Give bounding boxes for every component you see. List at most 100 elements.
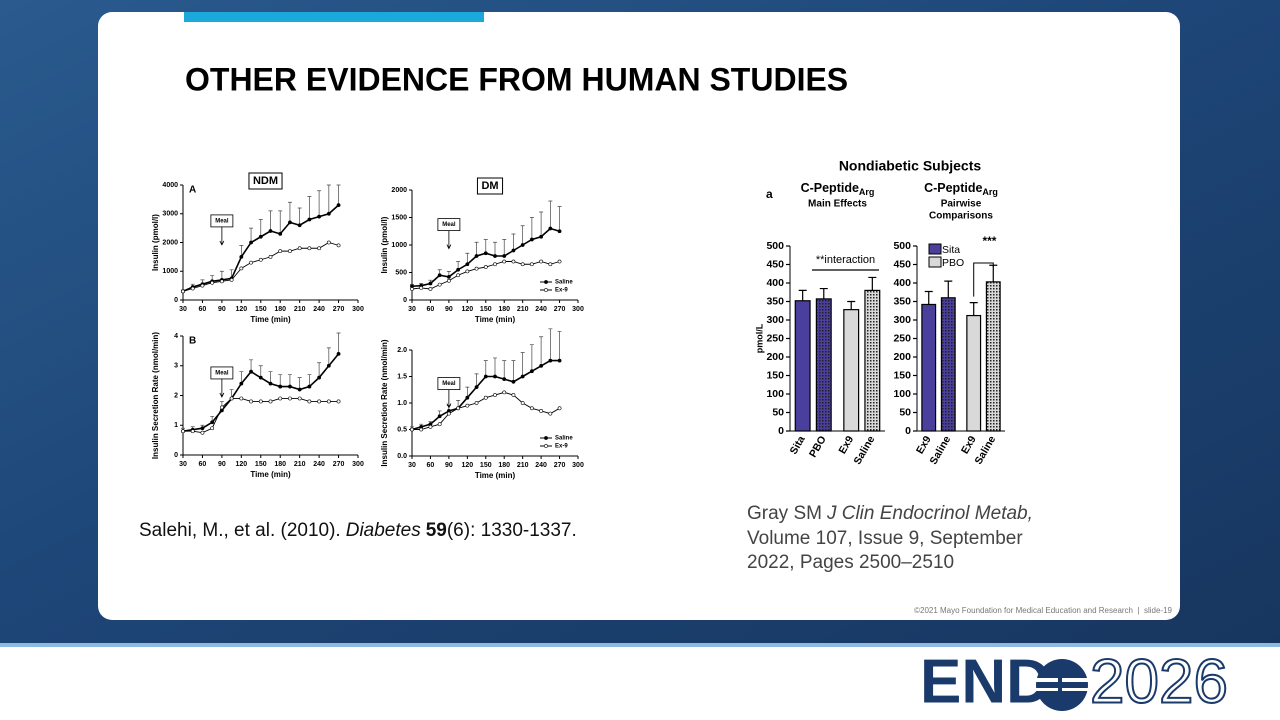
citation-author: Gray SM [747, 503, 822, 524]
marker [437, 282, 442, 287]
y-tick-label: 350 [893, 295, 911, 307]
marker [258, 234, 263, 239]
legend-marker [544, 444, 548, 448]
marker [307, 399, 312, 404]
y-tick-label: 300 [766, 314, 784, 326]
y-tick-label: 0 [174, 452, 178, 459]
y-tick-label: 0.5 [397, 426, 407, 433]
error-bar [798, 289, 807, 301]
error-bar [317, 362, 322, 378]
marker [268, 381, 273, 386]
marker [511, 248, 516, 253]
legend-marker [544, 280, 548, 284]
marker [297, 223, 302, 228]
marker [288, 249, 292, 254]
marker [249, 260, 253, 265]
annotation: Meal [442, 381, 456, 387]
marker [419, 285, 424, 290]
error-bar [847, 300, 856, 310]
marker [520, 243, 525, 247]
y-tick-label: 3 [174, 363, 178, 370]
error-bar [493, 241, 497, 256]
error-bar [529, 344, 534, 372]
x-tick-label: 120 [461, 306, 473, 313]
marker [529, 369, 534, 374]
error-bar [249, 359, 254, 372]
marker [239, 396, 244, 401]
y-tick-label: 150 [766, 369, 784, 381]
x-tick-label: 210 [294, 306, 306, 313]
y-tick-label: 500 [893, 240, 911, 252]
x-tick-label: 270 [333, 306, 345, 313]
annotation: Meal [442, 222, 456, 228]
y-axis-label: Insulin Secretion Rate (nmol/min) [380, 339, 389, 466]
error-bar [529, 217, 534, 240]
marker [297, 387, 302, 392]
y-tick-label: 1500 [391, 214, 407, 221]
marker [483, 251, 488, 256]
marker [307, 246, 312, 251]
y-tick-label: 250 [766, 332, 784, 344]
marker [465, 269, 470, 274]
chart-title: C-PeptideArg [801, 181, 875, 197]
x-axis-label: Time (min) [250, 470, 291, 479]
marker [249, 399, 253, 404]
y-tick-label: 100 [893, 388, 911, 400]
error-bar [520, 352, 525, 377]
annotation-arrow [219, 226, 225, 246]
marker [297, 396, 302, 401]
marker [229, 396, 234, 401]
error-bar [924, 290, 933, 305]
logo-globe [1034, 659, 1090, 711]
x-tick-label: 180 [498, 462, 510, 469]
y-tick-label: 2000 [162, 239, 178, 246]
error-bar [502, 360, 507, 380]
error-bar [557, 206, 562, 232]
x-tick-label: 150 [255, 461, 267, 468]
error-bar [268, 210, 273, 231]
figure-title: Nondiabetic Subjects [839, 158, 982, 174]
y-axis-label: pmol/L [754, 323, 764, 353]
x-tick-label: 240 [535, 306, 547, 313]
y-tick-label: 0.0 [397, 453, 407, 460]
marker [502, 390, 507, 395]
marker [548, 262, 553, 267]
annotation: *** [982, 234, 996, 248]
legend-marker [544, 436, 548, 440]
marker [297, 246, 302, 251]
y-tick-label: 100 [766, 388, 784, 400]
y-tick-label: 200 [766, 351, 784, 363]
x-tick-label: 180 [274, 306, 286, 313]
marker [456, 267, 461, 272]
y-tick-label: 150 [893, 369, 911, 381]
error-bar [474, 373, 479, 388]
marker [258, 375, 263, 380]
y-tick-label: 350 [766, 295, 784, 307]
marker [548, 411, 553, 416]
error-bar [539, 336, 544, 366]
marker [410, 427, 414, 432]
marker [258, 399, 263, 404]
marker [288, 220, 292, 225]
error-bar [520, 225, 525, 245]
error-bar [511, 233, 516, 251]
marker [239, 254, 244, 259]
chart-subtitle: Comparisons [929, 211, 993, 222]
y-tick-label: 1 [174, 422, 178, 429]
divider [0, 643, 1280, 647]
error-bar [557, 331, 562, 361]
legend-label: Saline [555, 436, 573, 442]
x-tick-label: 30 [179, 461, 187, 468]
marker [465, 262, 470, 267]
error-bar [297, 207, 302, 226]
y-tick-label: 400 [766, 277, 784, 289]
error-bar [278, 210, 283, 234]
marker [548, 358, 553, 363]
error-bar [483, 239, 488, 254]
x-axis-label: Time (min) [475, 471, 516, 480]
x-tick-label: 120 [235, 306, 247, 313]
chart-subtitle: Main Effects [808, 199, 867, 210]
error-bar [239, 245, 244, 257]
marker [502, 254, 507, 258]
